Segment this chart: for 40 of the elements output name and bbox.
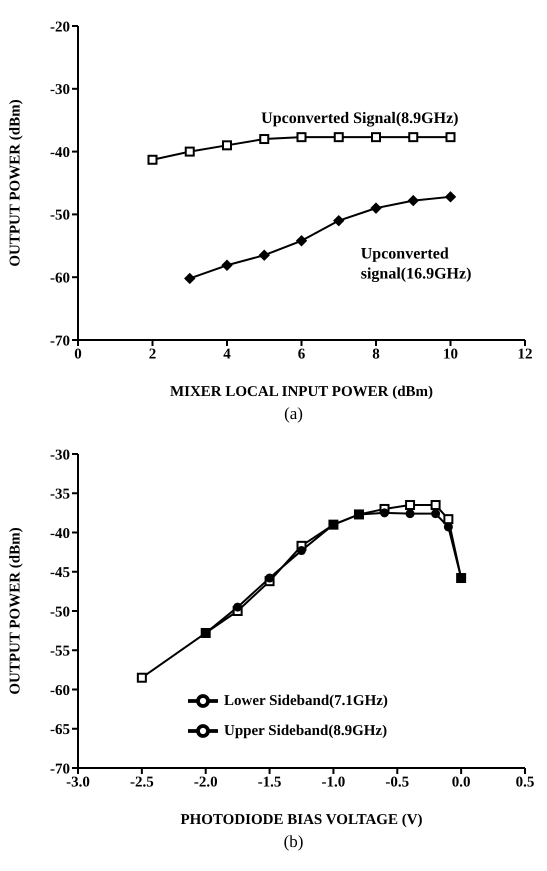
x-tick-label: -3.0 xyxy=(66,774,90,791)
y-tick-label: -50 xyxy=(50,208,70,224)
x-axis-title: MIXER LOCAL INPUT POWER (dBm) xyxy=(170,384,434,400)
y-tick-label: -20 xyxy=(50,19,70,36)
y-tick-label: -55 xyxy=(50,644,70,660)
y-axis-title: OUTPUT POWER (dBm) xyxy=(7,99,24,267)
x-tick-label: 2 xyxy=(148,346,156,363)
y-axis-title: OUTPUT POWER (dBm) xyxy=(7,527,24,695)
x-tick-label: 10 xyxy=(443,346,458,363)
x-tick-label: 8 xyxy=(372,346,380,363)
x-axis-title: PHOTODIODE BIAS VOLTAGE (V) xyxy=(180,812,423,828)
series-label: Upconverted signal(16.9GHz) xyxy=(360,246,472,283)
y-tick-label: -40 xyxy=(50,526,70,542)
x-tick-label: 0 xyxy=(74,346,82,363)
y-tick-label: -70 xyxy=(50,333,70,350)
x-tick-label: -2.0 xyxy=(194,774,218,791)
text: (b) xyxy=(282,832,304,852)
y-tick-label: -45 xyxy=(50,565,70,582)
series-label: Upconverted Signal(8.9GHz) xyxy=(261,110,458,128)
x-tick-label: -2.5 xyxy=(130,774,154,791)
x-tick-label: -0.5 xyxy=(385,774,410,791)
x-tick-label: 4 xyxy=(223,346,232,363)
x-tick-label: 0.5 xyxy=(516,774,534,791)
legend-label: Lower Sideband(7.1GHz) xyxy=(224,692,388,709)
x-tick-label: 6 xyxy=(298,346,306,363)
y-tick-label: -70 xyxy=(50,761,70,778)
legend-label: Upper Sideband(8.9GHz) xyxy=(224,722,388,739)
y-tick-label: -65 xyxy=(50,722,70,738)
text: (a) xyxy=(283,404,304,424)
y-tick-label: -40 xyxy=(50,144,70,161)
x-tick-label: -1.5 xyxy=(258,774,282,791)
x-tick-label: 12 xyxy=(518,346,532,363)
y-tick-label: -30 xyxy=(50,447,70,464)
y-tick-label: -30 xyxy=(50,82,70,98)
y-tick-label: -60 xyxy=(50,270,70,287)
y-tick-label: -50 xyxy=(50,604,70,620)
y-tick-label: -35 xyxy=(50,486,70,503)
y-tick-label: -60 xyxy=(50,682,70,699)
x-tick-label: -1.0 xyxy=(322,774,346,791)
x-tick-label: 0.0 xyxy=(452,774,471,791)
